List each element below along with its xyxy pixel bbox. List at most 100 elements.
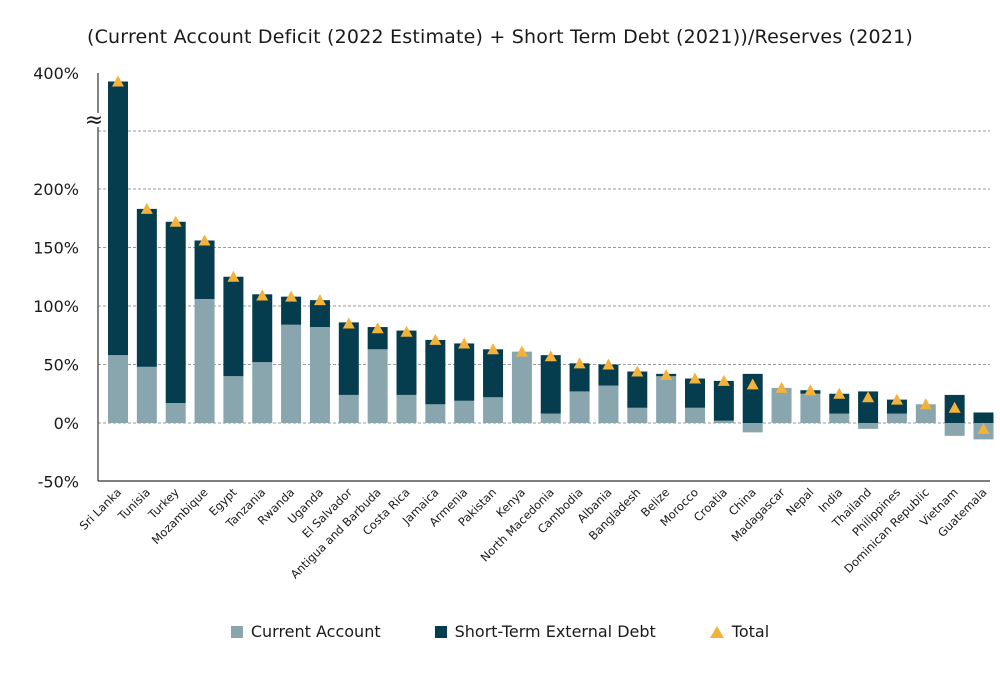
- bar-current-account: [944, 423, 965, 436]
- total-marker: [429, 333, 442, 345]
- bar-current-account: [223, 376, 244, 423]
- total-marker: [631, 365, 644, 377]
- bar-current-account: [165, 403, 186, 423]
- bar-short-term-debt: [540, 355, 561, 414]
- bar-short-term-debt: [223, 276, 244, 377]
- y-tick-label: 0%: [54, 414, 79, 433]
- legend-item-current-account: Current Account: [230, 622, 381, 641]
- bar-current-account: [108, 355, 128, 423]
- legend-label-current-account: Current Account: [250, 622, 381, 641]
- total-marker: [487, 343, 500, 355]
- legend: Current Account Short-Term External Debt…: [0, 622, 1000, 641]
- total-marker: [371, 322, 384, 334]
- bar-short-term-debt: [165, 221, 186, 404]
- total-marker: [948, 401, 961, 413]
- legend-label-short-term-debt: Short-Term External Debt: [454, 622, 656, 641]
- total-marker: [256, 289, 269, 301]
- bar-short-term-debt: [973, 412, 994, 423]
- bar-current-account: [136, 366, 157, 423]
- x-tick-label: Nepal: [783, 485, 816, 518]
- bar-current-account: [886, 413, 907, 423]
- legend-swatch-current-account: [230, 625, 243, 638]
- legend-swatch-short-term-debt: [434, 625, 447, 638]
- bar-current-account: [281, 324, 302, 423]
- y-tick-label: 200%: [33, 180, 79, 199]
- bar-layer: [108, 81, 994, 440]
- bar-current-account: [829, 413, 850, 423]
- total-marker: [602, 358, 615, 370]
- bar-short-term-debt: [483, 349, 504, 398]
- total-marker: [890, 393, 903, 405]
- y-tick-label: 150%: [33, 239, 79, 258]
- legend-item-total: Total: [709, 622, 770, 641]
- marker-layer: [112, 75, 990, 434]
- total-marker: [804, 384, 817, 396]
- y-tick-label: 100%: [33, 297, 79, 316]
- bar-short-term-debt: [713, 380, 734, 421]
- bar-current-account: [713, 420, 734, 423]
- bar-current-account: [598, 385, 619, 423]
- total-marker: [573, 357, 586, 369]
- x-tick-label: Sri Lanka: [77, 485, 124, 532]
- bar-short-term-debt: [454, 343, 475, 401]
- bar-current-account: [396, 394, 417, 423]
- chart-title: (Current Account Deficit (2022 Estimate)…: [86, 26, 914, 48]
- total-marker: [342, 317, 355, 329]
- bar-short-term-debt: [569, 363, 590, 392]
- total-marker: [660, 369, 673, 381]
- legend-marker-total-icon: [709, 625, 724, 638]
- total-marker: [544, 350, 557, 362]
- axis-break-icon: ≈: [85, 108, 103, 133]
- bar-current-account: [425, 404, 446, 423]
- bar-short-term-debt: [136, 208, 157, 367]
- bar-current-account: [252, 362, 273, 423]
- total-marker: [775, 381, 788, 393]
- bar-short-term-debt: [252, 294, 273, 363]
- total-marker: [313, 294, 326, 306]
- bar-current-account: [858, 423, 879, 429]
- axis-layer: ≈: [85, 73, 990, 482]
- bar-current-account: [194, 298, 215, 423]
- total-marker: [140, 202, 153, 214]
- total-marker: [227, 270, 240, 282]
- bar-short-term-debt: [425, 339, 446, 405]
- bar-current-account: [309, 327, 330, 423]
- total-marker: [169, 215, 182, 227]
- total-marker: [400, 325, 413, 337]
- legend-item-short-term-debt: Short-Term External Debt: [434, 622, 656, 641]
- bar-short-term-debt: [742, 373, 763, 423]
- bar-current-account: [367, 349, 388, 423]
- total-marker: [198, 234, 211, 246]
- bar-current-account: [771, 387, 792, 423]
- bar-current-account: [454, 400, 475, 423]
- total-marker: [862, 391, 875, 403]
- bar-short-term-debt: [858, 391, 879, 423]
- bar-short-term-debt: [627, 371, 648, 408]
- bar-current-account: [511, 351, 532, 423]
- bar-current-account: [685, 407, 705, 423]
- total-marker: [746, 378, 759, 390]
- bar-short-term-debt: [108, 81, 128, 356]
- bar-current-account: [569, 391, 590, 423]
- total-marker: [458, 337, 471, 349]
- total-marker: [833, 387, 846, 399]
- bar-current-account: [627, 407, 648, 423]
- bar-short-term-debt: [338, 322, 359, 395]
- bar-current-account: [742, 423, 763, 433]
- total-marker: [515, 345, 528, 357]
- bar-short-term-debt: [598, 364, 619, 386]
- bar-short-term-debt: [281, 296, 302, 325]
- bar-current-account: [338, 394, 359, 423]
- y-tick-label: -50%: [38, 473, 79, 492]
- legend-label-total: Total: [731, 622, 770, 641]
- axis-break-mask: [88, 113, 108, 127]
- total-marker: [112, 75, 124, 87]
- bar-current-account: [656, 376, 677, 423]
- bar-current-account: [800, 393, 821, 423]
- bar-current-account: [540, 413, 561, 423]
- total-marker: [717, 374, 730, 386]
- bar-short-term-debt: [309, 300, 330, 328]
- bar-short-term-debt: [396, 330, 417, 395]
- x-tick-label: Tunisia: [115, 485, 153, 523]
